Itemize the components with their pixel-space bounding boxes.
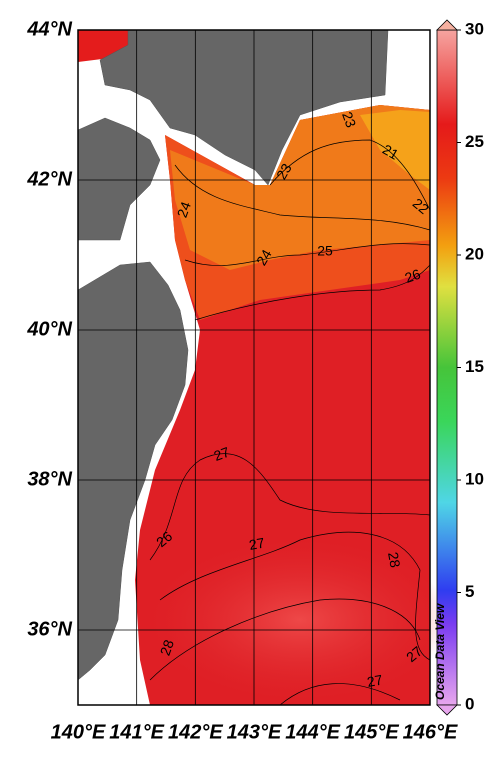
oshima-peninsula (77, 117, 161, 241)
lat-label: 36°N (27, 618, 72, 640)
contour-label: 25 (317, 243, 333, 259)
lon-label: 145°E (344, 721, 399, 743)
contour-label: 24 (174, 199, 194, 219)
contour-label: 28 (157, 637, 177, 657)
contour-label: 23 (339, 110, 359, 130)
contour-label: 27 (212, 444, 232, 464)
contour-label: 28 (385, 551, 403, 569)
colorbar-label: 10 (465, 469, 484, 488)
contour-line (149, 598, 421, 681)
contour-line (269, 139, 431, 211)
contour-label: 26 (403, 266, 423, 286)
contour-label: 21 (380, 141, 402, 163)
contour-label: 27 (248, 534, 266, 552)
colorbar-top-arrow (436, 19, 458, 31)
lat-label: 40°N (26, 318, 72, 340)
watermark: Ocean Data View (433, 603, 447, 700)
contour-line (149, 453, 431, 561)
contour-label: 23 (273, 160, 295, 182)
lon-label: 141°E (109, 721, 164, 743)
warm-patch (150, 540, 450, 700)
contour-line (194, 264, 431, 321)
lat-label: 38°N (27, 468, 72, 490)
colorbar-bottom-arrow (436, 704, 458, 716)
colorbar-label: 30 (465, 19, 484, 38)
ocean-field (78, 30, 450, 705)
labels: 140°E 141°E 142°E 143°E 144°E 145°E 146°E 44°N 4… (26, 18, 484, 743)
contour-line (184, 243, 431, 266)
contour-line (279, 683, 401, 706)
colorbar-label: 15 (465, 357, 484, 376)
colorbar-label: 0 (465, 694, 474, 713)
lat-label: 44°N (26, 18, 72, 40)
contour-label: 24 (253, 246, 275, 268)
cooler-field (170, 105, 430, 270)
hokkaido (99, 29, 389, 186)
contours (149, 139, 431, 706)
lon-label: 146°E (403, 721, 458, 743)
contour-line (174, 164, 431, 231)
lat-label: 42°N (26, 168, 72, 190)
colorbar-label: 5 (465, 582, 474, 601)
lon-label: 144°E (285, 721, 340, 743)
lon-label: 142°E (168, 721, 223, 743)
land (77, 29, 389, 681)
lon-label: 140°E (51, 721, 106, 743)
honshu (77, 261, 189, 681)
graticule (77, 29, 431, 705)
contour-label: 27 (366, 671, 384, 689)
contour-line (159, 531, 431, 661)
coolest-field (360, 110, 430, 190)
colorbar-label: 20 (465, 244, 484, 263)
colorbar-label: 25 (465, 132, 484, 151)
lon-label: 143°E (227, 721, 282, 743)
